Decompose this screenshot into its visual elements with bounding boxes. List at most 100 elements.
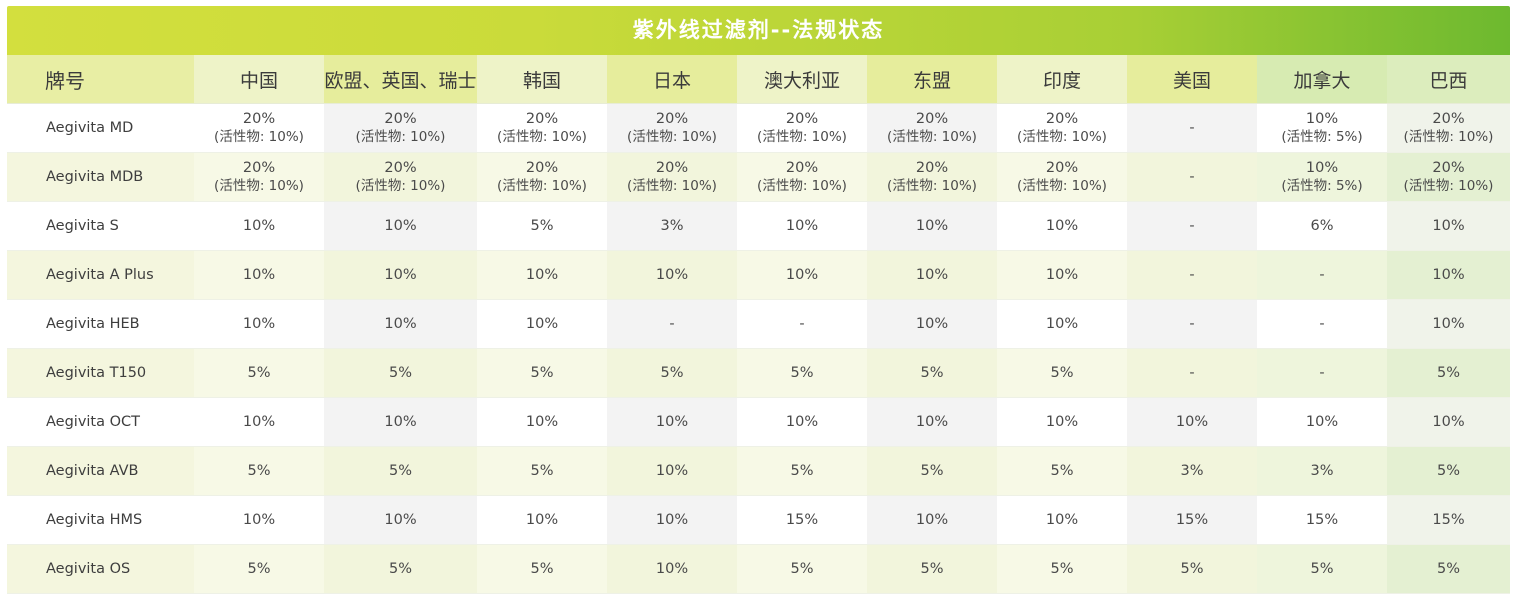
- limit-value: 10%: [1432, 414, 1465, 430]
- limit-cell: 10%: [324, 398, 477, 447]
- limit-cell: 5%: [997, 447, 1127, 496]
- limit-cell: 5%: [867, 545, 997, 594]
- limit-cell: 20% (活性物: 10%): [607, 104, 737, 153]
- brand-cell: Aegivita HEB: [7, 300, 194, 349]
- limit-value: 10%: [384, 267, 417, 283]
- active-content-note: (活性物: 10%): [887, 129, 977, 145]
- active-content-note: (活性物: 10%): [497, 129, 587, 145]
- limit-value: 20%: [655, 160, 689, 176]
- limit-cell: 10%: [477, 251, 607, 300]
- active-content-note: (活性物: 10%): [1017, 178, 1107, 194]
- limit-cell: 5%: [1127, 545, 1257, 594]
- limit-value: 20%: [525, 111, 559, 127]
- regulatory-status-table: 牌号 中国 欧盟、英国、瑞士 韩国 日本 澳大利亚 东盟 印度 美国 加拿大 巴…: [7, 55, 1510, 594]
- limit-value: 5%: [1050, 365, 1074, 381]
- limit-cell: 10%: [324, 251, 477, 300]
- limit-cell: 5%: [997, 349, 1127, 398]
- limit-cell: 20% (活性物: 10%): [607, 153, 737, 202]
- limit-cell: 5%: [324, 349, 477, 398]
- active-content-note: (活性物: 10%): [1017, 129, 1107, 145]
- column-header-asean: 东盟: [867, 55, 997, 104]
- limit-value: 10%: [384, 218, 417, 234]
- limit-cell: 20% (活性物: 10%): [997, 104, 1127, 153]
- active-content-note: (活性物: 10%): [497, 178, 587, 194]
- limit-value: 10%: [242, 316, 276, 332]
- limit-value: 5%: [247, 463, 271, 479]
- limit-cell: 5%: [477, 349, 607, 398]
- table-row: Aegivita AVB 5% 5% 5% 10% 5% 5% 5% 3% 3% 5%: [7, 447, 1510, 496]
- limit-value: 10%: [1432, 316, 1465, 332]
- limit-value: 10%: [655, 463, 689, 479]
- limit-value: 10%: [525, 267, 559, 283]
- limit-value: -: [1189, 120, 1195, 136]
- regulatory-table-panel: 紫外线过滤剂--法规状态 牌号 中国 欧盟、英国、瑞士 韩国 日本 澳大利亚 东…: [7, 6, 1510, 594]
- limit-value: 5%: [1310, 561, 1334, 577]
- limit-value: 6%: [1310, 218, 1334, 234]
- limit-value: -: [1189, 218, 1195, 234]
- limit-value: 10%: [1305, 160, 1339, 176]
- limit-value: 10%: [242, 414, 276, 430]
- limit-value: 5%: [920, 365, 944, 381]
- limit-value: 10%: [525, 316, 559, 332]
- limit-cell: 10%: [324, 202, 477, 251]
- limit-cell: 20% (活性物: 10%): [737, 104, 867, 153]
- limit-value: 20%: [1045, 111, 1079, 127]
- limit-value: 5%: [388, 365, 412, 381]
- limit-cell: 3%: [1257, 447, 1387, 496]
- active-content-note: (活性物: 5%): [1281, 178, 1363, 194]
- limit-cell: -: [1127, 202, 1257, 251]
- limit-cell: 10%: [194, 398, 324, 447]
- limit-value: 10%: [242, 267, 276, 283]
- limit-cell: 10% (活性物: 5%): [1257, 153, 1387, 202]
- limit-value: 20%: [915, 160, 949, 176]
- limit-value: 5%: [530, 463, 554, 479]
- limit-cell: 20% (活性物: 10%): [1387, 104, 1510, 153]
- brand-cell: Aegivita AVB: [7, 447, 194, 496]
- brand-cell: Aegivita A Plus: [7, 251, 194, 300]
- limit-cell: 5%: [1257, 545, 1387, 594]
- limit-cell: 5%: [194, 545, 324, 594]
- active-content-note: (活性物: 10%): [355, 129, 446, 145]
- limit-cell: 5%: [1387, 447, 1510, 496]
- table-row: Aegivita T150 5% 5% 5% 5% 5% 5% 5% - - 5%: [7, 349, 1510, 398]
- active-content-note: (活性物: 10%): [627, 129, 717, 145]
- limit-cell: 20% (活性物: 10%): [324, 104, 477, 153]
- limit-value: 10%: [525, 414, 559, 430]
- limit-value: 10%: [655, 414, 689, 430]
- limit-cell: 5%: [737, 447, 867, 496]
- limit-cell: 20% (活性物: 10%): [867, 104, 997, 153]
- limit-cell: 3%: [1127, 447, 1257, 496]
- limit-cell: 10%: [477, 300, 607, 349]
- brand-cell: Aegivita S: [7, 202, 194, 251]
- limit-cell: 10% (活性物: 5%): [1257, 104, 1387, 153]
- table-row: Aegivita A Plus 10% 10% 10% 10% 10% 10% 10% - - 10…: [7, 251, 1510, 300]
- limit-value: 10%: [1175, 414, 1209, 430]
- limit-value: 20%: [384, 111, 417, 127]
- limit-value: 5%: [1050, 561, 1074, 577]
- limit-cell: -: [1257, 349, 1387, 398]
- limit-value: 10%: [655, 561, 689, 577]
- limit-cell: 10%: [607, 447, 737, 496]
- limit-value: -: [1319, 267, 1325, 283]
- limit-value: 20%: [915, 111, 949, 127]
- table-row: Aegivita MDB 20% (活性物: 10%) 20% (活性物: 10%) 20…: [7, 153, 1510, 202]
- limit-value: 15%: [1175, 512, 1209, 528]
- limit-value: 20%: [1432, 160, 1465, 176]
- limit-cell: 5%: [607, 349, 737, 398]
- active-content-note: (活性物: 10%): [355, 178, 446, 194]
- limit-value: 5%: [790, 561, 814, 577]
- limit-cell: -: [1127, 251, 1257, 300]
- table-body: Aegivita MD 20% (活性物: 10%) 20% (活性物: 10%) 20%…: [7, 104, 1510, 594]
- limit-cell: 5%: [324, 447, 477, 496]
- active-content-note: (活性物: 10%): [214, 178, 304, 194]
- limit-cell: 10%: [1387, 300, 1510, 349]
- limit-cell: 20% (活性物: 10%): [737, 153, 867, 202]
- limit-value: -: [1189, 267, 1195, 283]
- table-row: Aegivita OCT 10% 10% 10% 10% 10% 10% 10% 10% 10% 1…: [7, 398, 1510, 447]
- limit-value: -: [1189, 169, 1195, 185]
- limit-value: 5%: [1180, 561, 1204, 577]
- column-header-india: 印度: [997, 55, 1127, 104]
- brand-cell: Aegivita MDB: [7, 153, 194, 202]
- limit-value: 10%: [1045, 218, 1079, 234]
- active-content-note: (活性物: 5%): [1281, 129, 1363, 145]
